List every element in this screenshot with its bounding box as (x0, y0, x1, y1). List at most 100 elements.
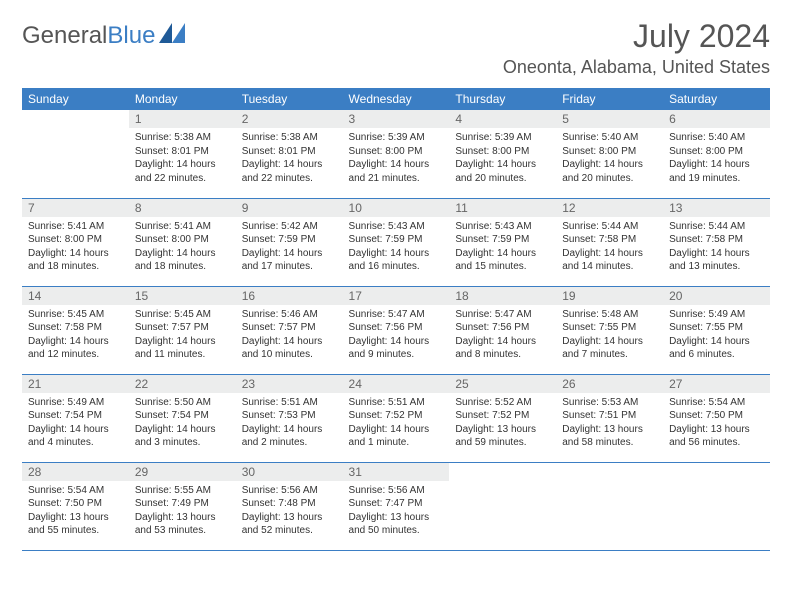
day-details: Sunrise: 5:39 AMSunset: 8:00 PMDaylight:… (343, 128, 450, 188)
day-number: 22 (129, 375, 236, 393)
day-header: Monday (129, 88, 236, 110)
day-header: Sunday (22, 88, 129, 110)
sunset-text: Sunset: 8:00 PM (28, 233, 123, 247)
sunset-text: Sunset: 8:00 PM (669, 145, 764, 159)
sunrise-text: Sunrise: 5:43 AM (349, 220, 444, 234)
sunset-text: Sunset: 8:01 PM (242, 145, 337, 159)
sunset-text: Sunset: 7:59 PM (349, 233, 444, 247)
calendar-cell (663, 462, 770, 550)
day-number (663, 463, 770, 467)
day-details: Sunrise: 5:45 AMSunset: 7:58 PMDaylight:… (22, 305, 129, 365)
sunrise-text: Sunrise: 5:42 AM (242, 220, 337, 234)
calendar-cell: 18Sunrise: 5:47 AMSunset: 7:56 PMDayligh… (449, 286, 556, 374)
sunrise-text: Sunrise: 5:52 AM (455, 396, 550, 410)
calendar-row: 1 Sunrise: 5:38 AMSunset: 8:01 PM Daylight… (22, 110, 770, 198)
day-number: 1 (129, 110, 236, 128)
sunset-text: Sunset: 7:56 PM (455, 321, 550, 335)
calendar-cell: 9Sunrise: 5:42 AMSunset: 7:59 PMDaylight… (236, 198, 343, 286)
day-number: 7 (22, 199, 129, 217)
daylight-text: Daylight: 14 hours and 14 minutes. (562, 247, 657, 274)
day-number (556, 463, 663, 467)
daylight-text: Daylight: 14 hours and 20 minutes. (562, 158, 657, 185)
sunrise-text: Sunrise: 5:56 AM (242, 484, 337, 498)
sunrise-text: Sunrise: 5:53 AM (562, 396, 657, 410)
calendar-cell: 7Sunrise: 5:41 AMSunset: 8:00 PMDaylight… (22, 198, 129, 286)
day-number: 11 (449, 199, 556, 217)
title-block: July 2024 Oneonta, Alabama, United State… (503, 18, 770, 78)
calendar-cell: 3Sunrise: 5:39 AMSunset: 8:00 PMDaylight… (343, 110, 450, 198)
daylight-text: Daylight: 14 hours and 22 minutes. (135, 158, 230, 185)
day-number: 14 (22, 287, 129, 305)
day-number: 9 (236, 199, 343, 217)
sunset-text: Sunset: 7:57 PM (242, 321, 337, 335)
sunset-text: Sunset: 7:59 PM (242, 233, 337, 247)
calendar-cell: 14Sunrise: 5:45 AMSunset: 7:58 PMDayligh… (22, 286, 129, 374)
day-details: Sunrise: 5:48 AMSunset: 7:55 PMDaylight:… (556, 305, 663, 365)
day-details: Sunrise: 5:43 AMSunset: 7:59 PMDaylight:… (449, 217, 556, 277)
calendar-row: 7Sunrise: 5:41 AMSunset: 8:00 PMDaylight… (22, 198, 770, 286)
sunrise-text: Sunrise: 5:54 AM (669, 396, 764, 410)
calendar-cell (449, 462, 556, 550)
daylight-text: Daylight: 14 hours and 10 minutes. (242, 335, 337, 362)
day-details: Sunrise: 5:51 AMSunset: 7:53 PMDaylight:… (236, 393, 343, 453)
sunset-text: Sunset: 7:49 PM (135, 497, 230, 511)
sunrise-text: Sunrise: 5:40 AM (562, 131, 657, 145)
calendar-cell: 5Sunrise: 5:40 AMSunset: 8:00 PMDaylight… (556, 110, 663, 198)
calendar-cell: 20Sunrise: 5:49 AMSunset: 7:55 PMDayligh… (663, 286, 770, 374)
sunset-text: Sunset: 7:51 PM (562, 409, 657, 423)
sunrise-text: Sunrise: 5:39 AM (349, 131, 444, 145)
day-details: Sunrise: 5:46 AMSunset: 7:57 PMDaylight:… (236, 305, 343, 365)
day-header: Thursday (449, 88, 556, 110)
sunset-text: Sunset: 7:48 PM (242, 497, 337, 511)
day-number: 16 (236, 287, 343, 305)
calendar-body: 1 Sunrise: 5:38 AMSunset: 8:01 PM Daylight… (22, 110, 770, 550)
day-details: Sunrise: 5:44 AMSunset: 7:58 PMDaylight:… (556, 217, 663, 277)
day-details: Sunrise: 5:40 AMSunset: 8:00 PMDaylight:… (663, 128, 770, 188)
day-number: 30 (236, 463, 343, 481)
daylight-text: Daylight: 13 hours and 59 minutes. (455, 423, 550, 450)
day-number: 3 (343, 110, 450, 128)
day-details: Sunrise: 5:54 AMSunset: 7:50 PMDaylight:… (663, 393, 770, 453)
calendar-cell (556, 462, 663, 550)
day-number: 15 (129, 287, 236, 305)
daylight-text: Daylight: 14 hours and 20 minutes. (455, 158, 550, 185)
day-number (449, 463, 556, 467)
day-number: 31 (343, 463, 450, 481)
calendar-cell: 10Sunrise: 5:43 AMSunset: 7:59 PMDayligh… (343, 198, 450, 286)
calendar-cell: 27Sunrise: 5:54 AMSunset: 7:50 PMDayligh… (663, 374, 770, 462)
daylight-text: Daylight: 14 hours and 19 minutes. (669, 158, 764, 185)
sunrise-text: Sunrise: 5:46 AM (242, 308, 337, 322)
daylight-text: Daylight: 14 hours and 2 minutes. (242, 423, 337, 450)
day-details: Sunrise: 5:47 AMSunset: 7:56 PMDaylight:… (449, 305, 556, 365)
sunset-text: Sunset: 8:00 PM (455, 145, 550, 159)
day-number: 8 (129, 199, 236, 217)
calendar-cell: 30Sunrise: 5:56 AMSunset: 7:48 PMDayligh… (236, 462, 343, 550)
sunrise-text: Sunrise: 5:44 AM (669, 220, 764, 234)
sunrise-text: Sunrise: 5:41 AM (135, 220, 230, 234)
calendar-cell: 1Sunrise: 5:38 AMSunset: 8:01 PMDaylight… (129, 110, 236, 198)
day-header: Friday (556, 88, 663, 110)
sunset-text: Sunset: 7:54 PM (135, 409, 230, 423)
daylight-text: Daylight: 14 hours and 17 minutes. (242, 247, 337, 274)
day-details: Sunrise: 5:54 AMSunset: 7:50 PMDaylight:… (22, 481, 129, 541)
daylight-text: Daylight: 14 hours and 15 minutes. (455, 247, 550, 274)
daylight-text: Daylight: 13 hours and 50 minutes. (349, 511, 444, 538)
sunrise-text: Sunrise: 5:54 AM (28, 484, 123, 498)
calendar-cell: 25Sunrise: 5:52 AMSunset: 7:52 PMDayligh… (449, 374, 556, 462)
sunset-text: Sunset: 8:00 PM (562, 145, 657, 159)
day-number: 23 (236, 375, 343, 393)
sunset-text: Sunset: 7:55 PM (562, 321, 657, 335)
sunset-text: Sunset: 7:52 PM (455, 409, 550, 423)
daylight-text: Daylight: 14 hours and 18 minutes. (28, 247, 123, 274)
sunrise-text: Sunrise: 5:49 AM (28, 396, 123, 410)
sunset-text: Sunset: 7:50 PM (669, 409, 764, 423)
daylight-text: Daylight: 14 hours and 8 minutes. (455, 335, 550, 362)
calendar-cell: 21Sunrise: 5:49 AMSunset: 7:54 PMDayligh… (22, 374, 129, 462)
day-details: Sunrise: 5:45 AMSunset: 7:57 PMDaylight:… (129, 305, 236, 365)
day-header: Wednesday (343, 88, 450, 110)
sunrise-text: Sunrise: 5:49 AM (669, 308, 764, 322)
calendar-row: 28Sunrise: 5:54 AMSunset: 7:50 PMDayligh… (22, 462, 770, 550)
sunrise-text: Sunrise: 5:38 AM (242, 131, 337, 145)
sunset-text: Sunset: 7:59 PM (455, 233, 550, 247)
day-details: Sunrise: 5:42 AMSunset: 7:59 PMDaylight:… (236, 217, 343, 277)
